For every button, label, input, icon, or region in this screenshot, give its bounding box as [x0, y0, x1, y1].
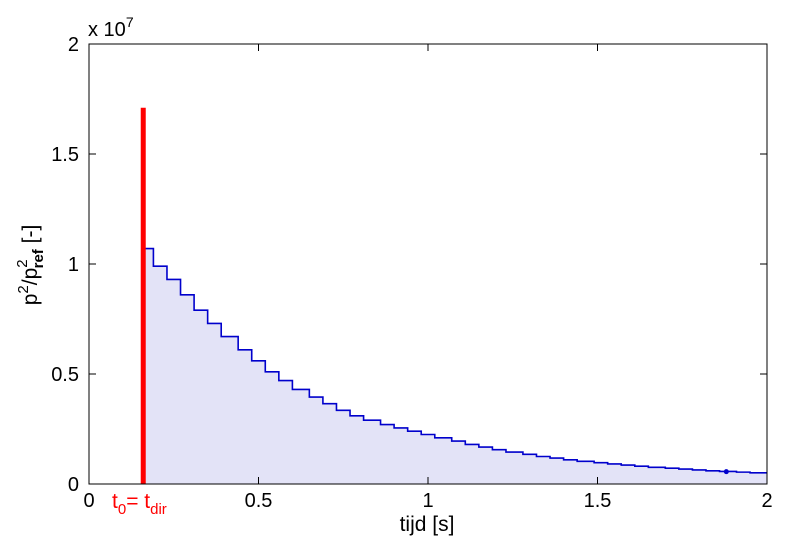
reflections-end-marker [723, 469, 729, 475]
y-tick-label: 0 [68, 474, 79, 496]
x-tick-label: 2 [761, 490, 772, 512]
y-axis-label: p2/p2ref [-] [14, 225, 47, 306]
plot-area [140, 107, 768, 484]
reflections-area [143, 248, 768, 484]
y-exponent-label: x 107 [88, 14, 134, 41]
y-tick-label: 0.5 [51, 364, 79, 386]
axes: 0 0.5 1 1.5 2 0 0.5 1 1.5 2 [51, 34, 772, 512]
y-tick-label: 2 [68, 34, 79, 56]
direct-sound-label: t0= tdir [112, 490, 167, 518]
x-axis-label: tijd [s] [400, 513, 455, 536]
x-tick-label: 1.5 [584, 490, 612, 512]
x-tick-label: 0 [83, 490, 94, 512]
y-tick-label: 1.5 [51, 144, 79, 166]
x-tick-label: 1 [422, 490, 433, 512]
reflections-line [142, 247, 767, 484]
y-tick-label: 1 [68, 254, 79, 276]
x-tick-label: 0.5 [245, 490, 273, 512]
